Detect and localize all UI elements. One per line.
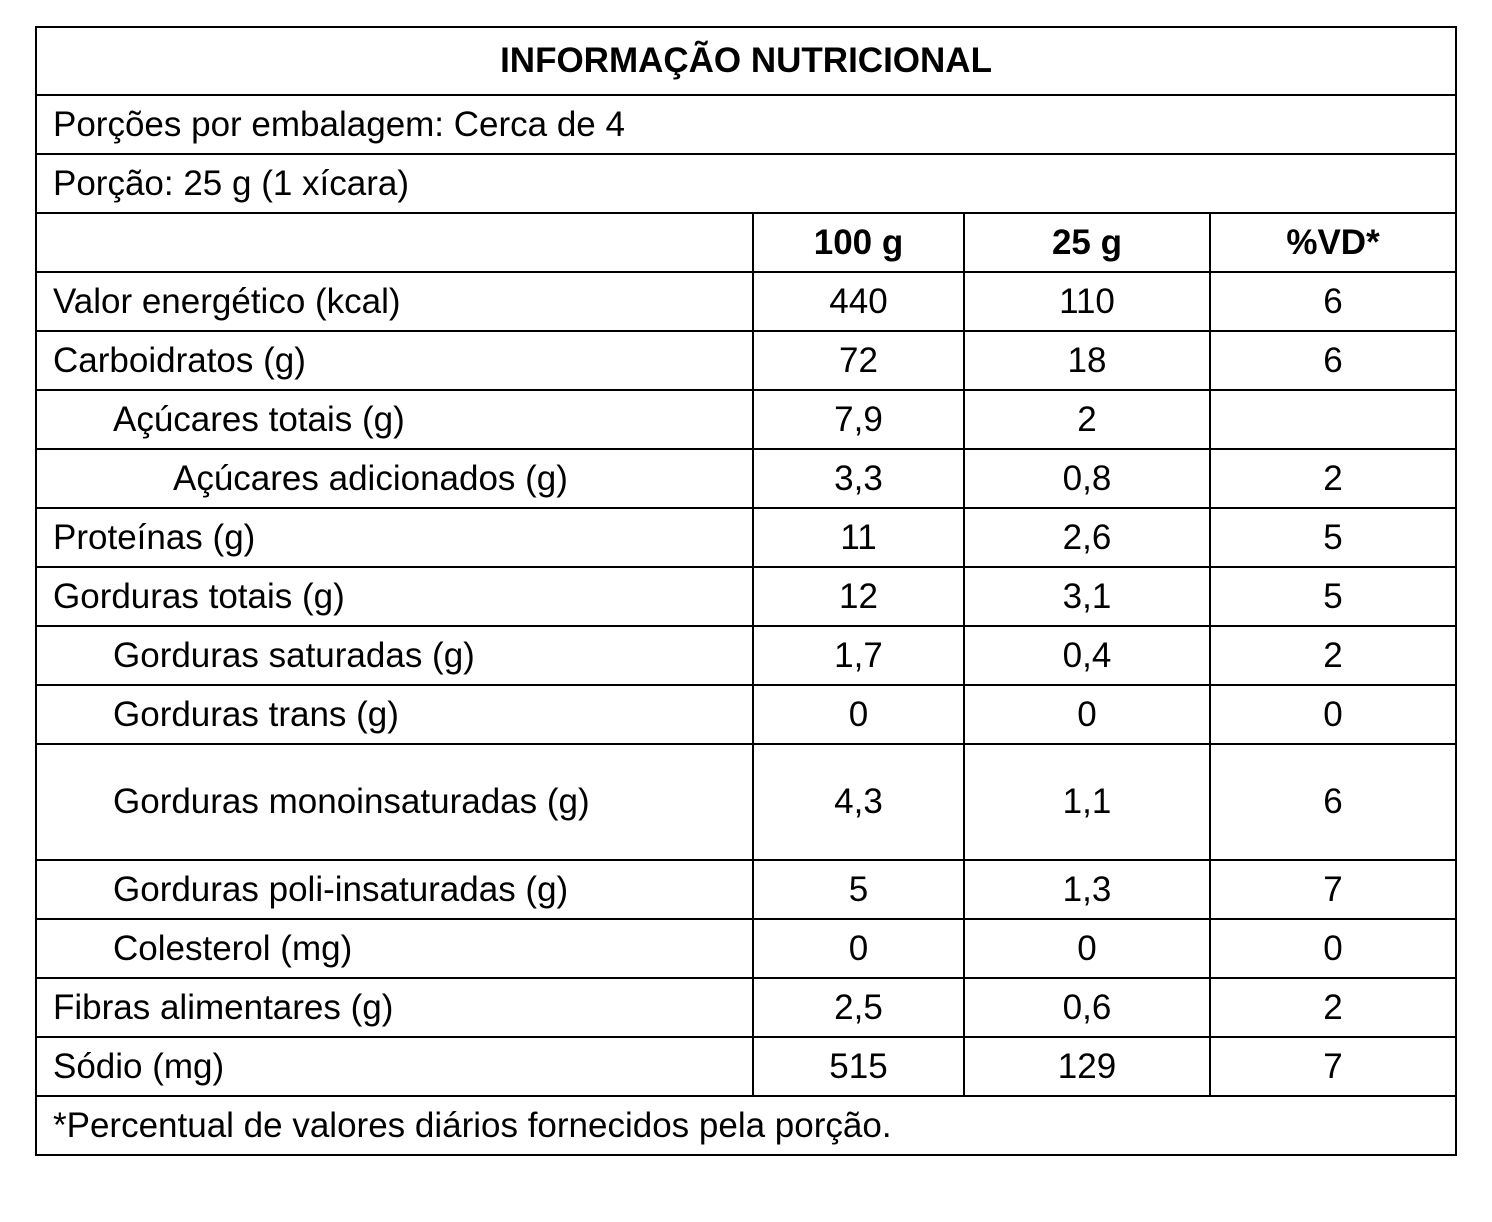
- nutrient-value: 7: [1208, 859, 1458, 920]
- nutrient-value: 2,6: [963, 507, 1211, 568]
- header-blank: [35, 212, 754, 273]
- table-title: INFORMAÇÃO NUTRICIONAL: [34, 26, 1458, 96]
- nutrient-value: 3,1: [963, 566, 1211, 627]
- footnote: *Percentual de valores diários fornecido…: [34, 1095, 1458, 1156]
- nutrient-row: Açúcares adicionados (g) 3,3 0,8 2: [35, 448, 1458, 509]
- nutrient-row: Gorduras monoinsaturadas (g) 4,3 1,1 6: [35, 743, 1458, 861]
- nutrient-value: 2: [1208, 448, 1458, 509]
- nutrient-label: Gorduras poli-insaturadas (g): [35, 859, 754, 920]
- nutrient-value: 1,1: [963, 743, 1211, 861]
- nutrient-label: Fibras alimentares (g): [35, 977, 754, 1038]
- nutrient-value: 5: [752, 859, 965, 920]
- nutrient-label: Colesterol (mg): [35, 918, 754, 979]
- nutrient-value: 18: [963, 330, 1211, 391]
- nutrient-row: Valor energético (kcal) 440 110 6: [35, 271, 1458, 332]
- nutrient-row: Gorduras trans (g) 0 0 0: [35, 684, 1458, 745]
- nutrient-value: 11: [752, 507, 965, 568]
- nutrient-row: Sódio (mg) 515 129 7: [35, 1036, 1458, 1097]
- nutrient-value: 129: [963, 1036, 1211, 1097]
- nutrient-row: Carboidratos (g) 72 18 6: [35, 330, 1458, 391]
- nutrient-label: Gorduras monoinsaturadas (g): [35, 743, 754, 861]
- nutrient-row: Gorduras saturadas (g) 1,7 0,4 2: [35, 625, 1458, 686]
- nutrient-label: Proteínas (g): [35, 507, 754, 568]
- nutrient-row: Gorduras poli-insaturadas (g) 5 1,3 7: [35, 859, 1458, 920]
- nutrient-value: 2: [1208, 625, 1458, 686]
- nutrient-label: Valor energético (kcal): [35, 271, 754, 332]
- column-header: 25 g: [963, 212, 1211, 273]
- nutrient-value: 1,7: [752, 625, 965, 686]
- nutrient-value: 515: [752, 1036, 965, 1097]
- nutrient-value: 7,9: [752, 389, 965, 450]
- nutrient-row: Proteínas (g) 11 2,6 5: [35, 507, 1458, 568]
- nutrient-label: Gorduras trans (g): [35, 684, 754, 745]
- servings-per-package: Porções por embalagem: Cerca de 4: [34, 94, 1458, 155]
- nutrient-value: 6: [1208, 330, 1458, 391]
- nutrient-value: 2: [1208, 977, 1458, 1038]
- serving-size: Porção: 25 g (1 xícara): [34, 153, 1458, 214]
- nutrient-value: 0: [963, 684, 1211, 745]
- nutrient-value: 110: [963, 271, 1211, 332]
- nutrient-value: 2,5: [752, 977, 965, 1038]
- nutrient-label: Gorduras saturadas (g): [35, 625, 754, 686]
- nutrient-label: Gorduras totais (g): [35, 566, 754, 627]
- nutrient-value: 72: [752, 330, 965, 391]
- nutrient-value: 5: [1208, 507, 1458, 568]
- nutrient-label: Sódio (mg): [35, 1036, 754, 1097]
- nutrient-value: 0,6: [963, 977, 1211, 1038]
- nutrient-value: 6: [1208, 743, 1458, 861]
- nutrient-row: Gorduras totais (g) 12 3,1 5: [35, 566, 1458, 627]
- nutrient-value: 7: [1208, 1036, 1458, 1097]
- nutrient-value: 6: [1208, 271, 1458, 332]
- nutrient-row: Fibras alimentares (g) 2,5 0,6 2: [35, 977, 1458, 1038]
- nutrient-value: 440: [752, 271, 965, 332]
- nutrient-value: 3,3: [752, 448, 965, 509]
- nutrient-value: 0: [1208, 684, 1458, 745]
- nutrient-label: Carboidratos (g): [35, 330, 754, 391]
- nutrient-value: 0: [752, 684, 965, 745]
- nutrient-value: 0,8: [963, 448, 1211, 509]
- nutrient-value: 0: [1208, 918, 1458, 979]
- nutrient-value: 0,4: [963, 625, 1211, 686]
- nutrient-row: Colesterol (mg) 0 0 0: [35, 918, 1458, 979]
- nutrient-value: [1208, 389, 1458, 450]
- nutrient-value: 12: [752, 566, 965, 627]
- nutrient-label: Açúcares adicionados (g): [35, 448, 754, 509]
- nutrient-value: 5: [1208, 566, 1458, 627]
- nutrient-value: 0: [963, 918, 1211, 979]
- column-header: %VD*: [1208, 212, 1458, 273]
- nutrient-row: Açúcares totais (g) 7,9 2: [35, 389, 1458, 450]
- nutrition-table: INFORMAÇÃO NUTRICIONAL Porções por embal…: [34, 26, 1458, 1156]
- nutrient-label: Açúcares totais (g): [35, 389, 754, 450]
- nutrient-value: 2: [963, 389, 1211, 450]
- nutrient-value: 0: [752, 918, 965, 979]
- column-header: 100 g: [752, 212, 965, 273]
- nutrient-value: 4,3: [752, 743, 965, 861]
- nutrient-value: 1,3: [963, 859, 1211, 920]
